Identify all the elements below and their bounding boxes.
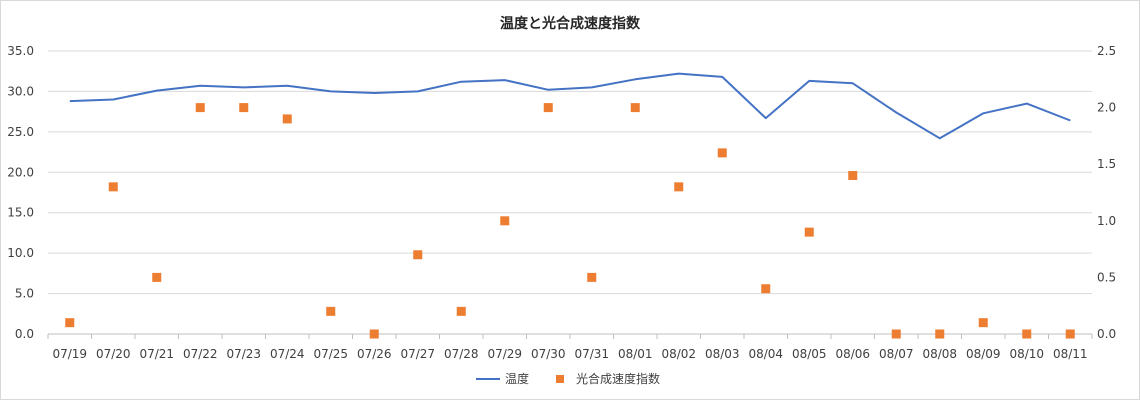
x-tick-label: 08/08 [922, 347, 957, 361]
legend-label-photosynthesis: 光合成速度指数 [576, 371, 660, 386]
temperature-point [285, 84, 289, 88]
temperature-point [938, 136, 942, 140]
temperature-point [764, 116, 768, 120]
temperature-point [198, 84, 202, 88]
photosynthesis-point [456, 306, 466, 316]
photosynthesis-point [369, 329, 379, 339]
temperature-point [503, 78, 507, 82]
temperature-point [720, 75, 724, 79]
temperature-point [68, 99, 72, 103]
legend-label-temperature: 温度 [505, 371, 529, 386]
temperature-point [590, 85, 594, 89]
temperature-point [633, 77, 637, 81]
x-tick-label: 07/26 [357, 347, 392, 361]
photosynthesis-point [195, 103, 205, 113]
chart-title: 温度と光合成速度指数 [500, 15, 641, 32]
photosynthesis-point [804, 227, 814, 237]
gridlines [48, 50, 1092, 335]
temperature-point [459, 80, 463, 84]
x-tick-label: 08/05 [792, 347, 827, 361]
x-tick-label: 07/24 [270, 347, 305, 361]
photosynthesis-point [761, 284, 771, 294]
temperature-point [981, 111, 985, 115]
left-y-tick-label: 25.0 [7, 125, 34, 139]
temperature-point [894, 110, 898, 114]
legend-marker-swatch [556, 375, 564, 383]
photosynthesis-point [413, 250, 423, 260]
photosynthesis-point [108, 182, 118, 192]
temperature-point [546, 88, 550, 92]
photosynthesis-point [239, 103, 249, 113]
x-tick-label: 08/06 [835, 347, 870, 361]
x-axis: 07/19 07/20 07/21 07/22 07/23 07/24 07/25 07/26… [47, 334, 1093, 361]
left-y-tick-label: 5.0 [15, 287, 34, 301]
photosynthesis-point [891, 329, 901, 339]
temperature-point [1068, 119, 1072, 123]
x-tick-label: 07/31 [574, 347, 609, 361]
x-tick-label: 08/10 [1009, 347, 1044, 361]
photosynthesis-point [326, 306, 336, 316]
x-tick-label: 07/29 [487, 347, 522, 361]
x-tick-label: 08/09 [966, 347, 1001, 361]
temperature-point [416, 89, 420, 93]
x-tick-label: 08/07 [879, 347, 914, 361]
temperature-point [155, 89, 159, 93]
right-y-tick-label: 0.5 [1097, 270, 1116, 284]
photosynthesis-point [65, 318, 75, 328]
photosynthesis-point [717, 148, 727, 158]
x-tick-label: 08/04 [748, 347, 783, 361]
x-tick-label: 07/23 [226, 347, 261, 361]
photosynthesis-point [848, 171, 858, 181]
photosynthesis-point [500, 216, 510, 226]
left-y-tick-label: 20.0 [7, 165, 34, 179]
photosynthesis-point [674, 182, 684, 192]
right-y-axis: 0.0 0.5 1.0 1.5 2.0 2.5 [1097, 44, 1116, 341]
right-y-tick-label: 2.5 [1097, 44, 1116, 58]
temperature-point [329, 89, 333, 93]
x-tick-label: 08/03 [705, 347, 740, 361]
temperature-point [111, 98, 115, 102]
left-y-axis: 0.0 5.0 10.0 15.0 20.0 25.0 30.0 35.0 [7, 44, 34, 341]
photosynthesis-point [1022, 329, 1032, 339]
x-tick-label: 07/30 [531, 347, 566, 361]
x-tick-label: 08/02 [661, 347, 696, 361]
left-y-tick-label: 10.0 [7, 246, 34, 260]
temperature-point [851, 81, 855, 85]
x-tick-label: 07/20 [96, 347, 131, 361]
x-tick-label: 08/11 [1053, 347, 1088, 361]
left-y-tick-label: 30.0 [7, 84, 34, 98]
left-y-tick-label: 15.0 [7, 206, 34, 220]
temperature-point [242, 85, 246, 89]
right-y-tick-label: 0.0 [1097, 327, 1116, 341]
left-y-tick-label: 0.0 [15, 327, 34, 341]
photosynthesis-point [587, 272, 597, 282]
legend: 温度 光合成速度指数 [476, 371, 660, 386]
photosynthesis-point [282, 114, 292, 124]
x-tick-label: 07/19 [52, 347, 87, 361]
series-layer [65, 72, 1075, 339]
photosynthesis-point [630, 103, 640, 113]
x-tick-label: 07/22 [183, 347, 218, 361]
photosynthesis-point [1065, 329, 1075, 339]
x-tick-label: 08/01 [618, 347, 653, 361]
photosynthesis-point [152, 272, 162, 282]
temperature-line [69, 72, 1071, 140]
photosynthesis-point [543, 103, 553, 113]
x-tick-label: 07/27 [400, 347, 435, 361]
temperature-point [807, 79, 811, 83]
photosynthesis-point [935, 329, 945, 339]
right-y-tick-label: 2.0 [1097, 101, 1116, 115]
right-y-tick-label: 1.5 [1097, 157, 1116, 171]
x-tick-label: 07/21 [139, 347, 174, 361]
x-tick-label: 07/25 [313, 347, 348, 361]
x-tick-label: 07/28 [444, 347, 479, 361]
left-y-tick-label: 35.0 [7, 44, 34, 58]
temperature-point [1025, 102, 1029, 106]
temperature-point [677, 72, 681, 76]
right-y-tick-label: 1.0 [1097, 214, 1116, 228]
temperature-point [372, 91, 376, 95]
photosynthesis-point [978, 318, 988, 328]
